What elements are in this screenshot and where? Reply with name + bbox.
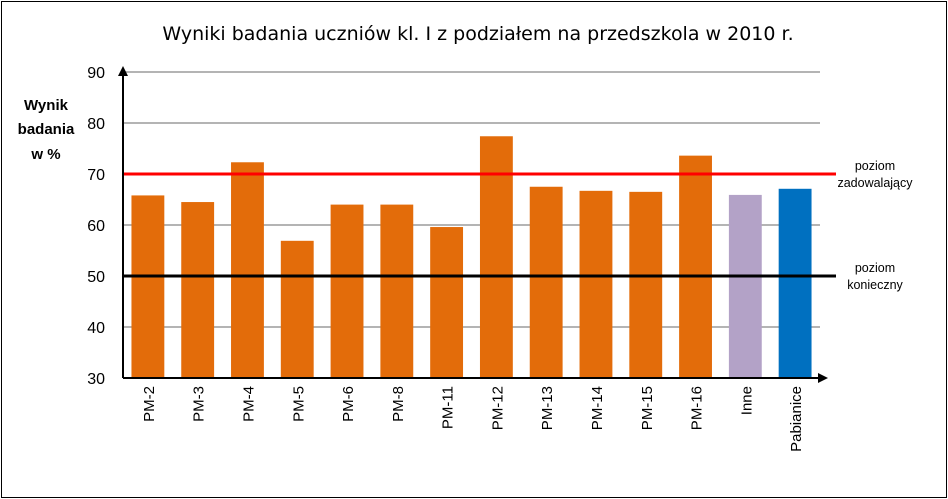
axes [118, 66, 828, 383]
y-axis-label-line-3: w % [30, 146, 60, 163]
reference-line-label: poziom [855, 159, 895, 173]
x-tick-label: PM-3 [191, 386, 208, 422]
reference-lines [123, 172, 836, 278]
gridlines [123, 71, 820, 328]
reference-line-label: zadowalający [837, 176, 913, 190]
bar-pm-3 [181, 202, 215, 378]
bar-pm-5 [280, 240, 314, 378]
reference-line-label: poziom [855, 261, 895, 275]
x-tick-label: PM-11 [440, 386, 457, 429]
x-tick-label: PM-5 [290, 386, 307, 422]
bar-inne [728, 194, 762, 378]
x-tick-label: PM-6 [340, 386, 357, 422]
bar-pabianice [778, 188, 812, 378]
y-axis-label-line-1: Wynik [24, 97, 69, 114]
bars [131, 136, 812, 378]
x-axis-labels: PM-2 PM-3 PM-4 PM-5 PM-6 PM-8 PM-11 PM-12 PM-13 P… [141, 386, 805, 452]
x-axis-arrow [818, 373, 828, 383]
y-axis-arrow [118, 66, 128, 76]
bar-pm-11 [430, 227, 464, 378]
y-tick-label: 50 [87, 269, 105, 286]
bar-pm-6 [330, 204, 364, 378]
y-tick-label: 40 [87, 320, 105, 337]
x-tick-label: PM-2 [141, 386, 158, 422]
y-axis-label-line-2: badania [18, 121, 75, 138]
x-tick-label: Inne [738, 386, 755, 415]
y-tick-label: 80 [87, 116, 105, 133]
y-axis-ticks: 30 40 50 60 70 80 90 [87, 65, 105, 388]
bar-pm-8 [380, 204, 414, 378]
x-tick-label: PM-12 [489, 386, 506, 430]
bar-pm-14 [579, 190, 613, 378]
bar-pm-13 [529, 186, 563, 378]
reference-line-labels: poziom zadowalający poziom konieczny [837, 159, 913, 292]
y-tick-label: 30 [87, 371, 105, 388]
x-tick-label: PM-13 [539, 386, 556, 430]
bar-pm-2 [131, 195, 165, 378]
y-tick-label: 60 [87, 218, 105, 235]
y-axis-label: Wynik badania w % [18, 97, 75, 163]
bar-pm-16 [679, 155, 712, 378]
x-tick-label: Pabianice [788, 386, 805, 452]
x-tick-label: PM-8 [390, 386, 407, 422]
y-tick-label: 70 [87, 167, 105, 184]
x-tick-label: PM-15 [639, 386, 656, 430]
x-tick-label: PM-4 [240, 386, 257, 422]
x-tick-label: PM-16 [689, 386, 706, 430]
bar-pm-4 [231, 162, 264, 378]
y-tick-label: 90 [87, 65, 105, 82]
chart-title: Wyniki badania uczniów kl. I z podziałem… [162, 23, 793, 45]
reference-line-label: konieczny [847, 278, 903, 292]
bar-pm-12 [479, 136, 513, 378]
x-tick-label: PM-14 [589, 386, 606, 430]
bar-pm-15 [629, 191, 663, 378]
